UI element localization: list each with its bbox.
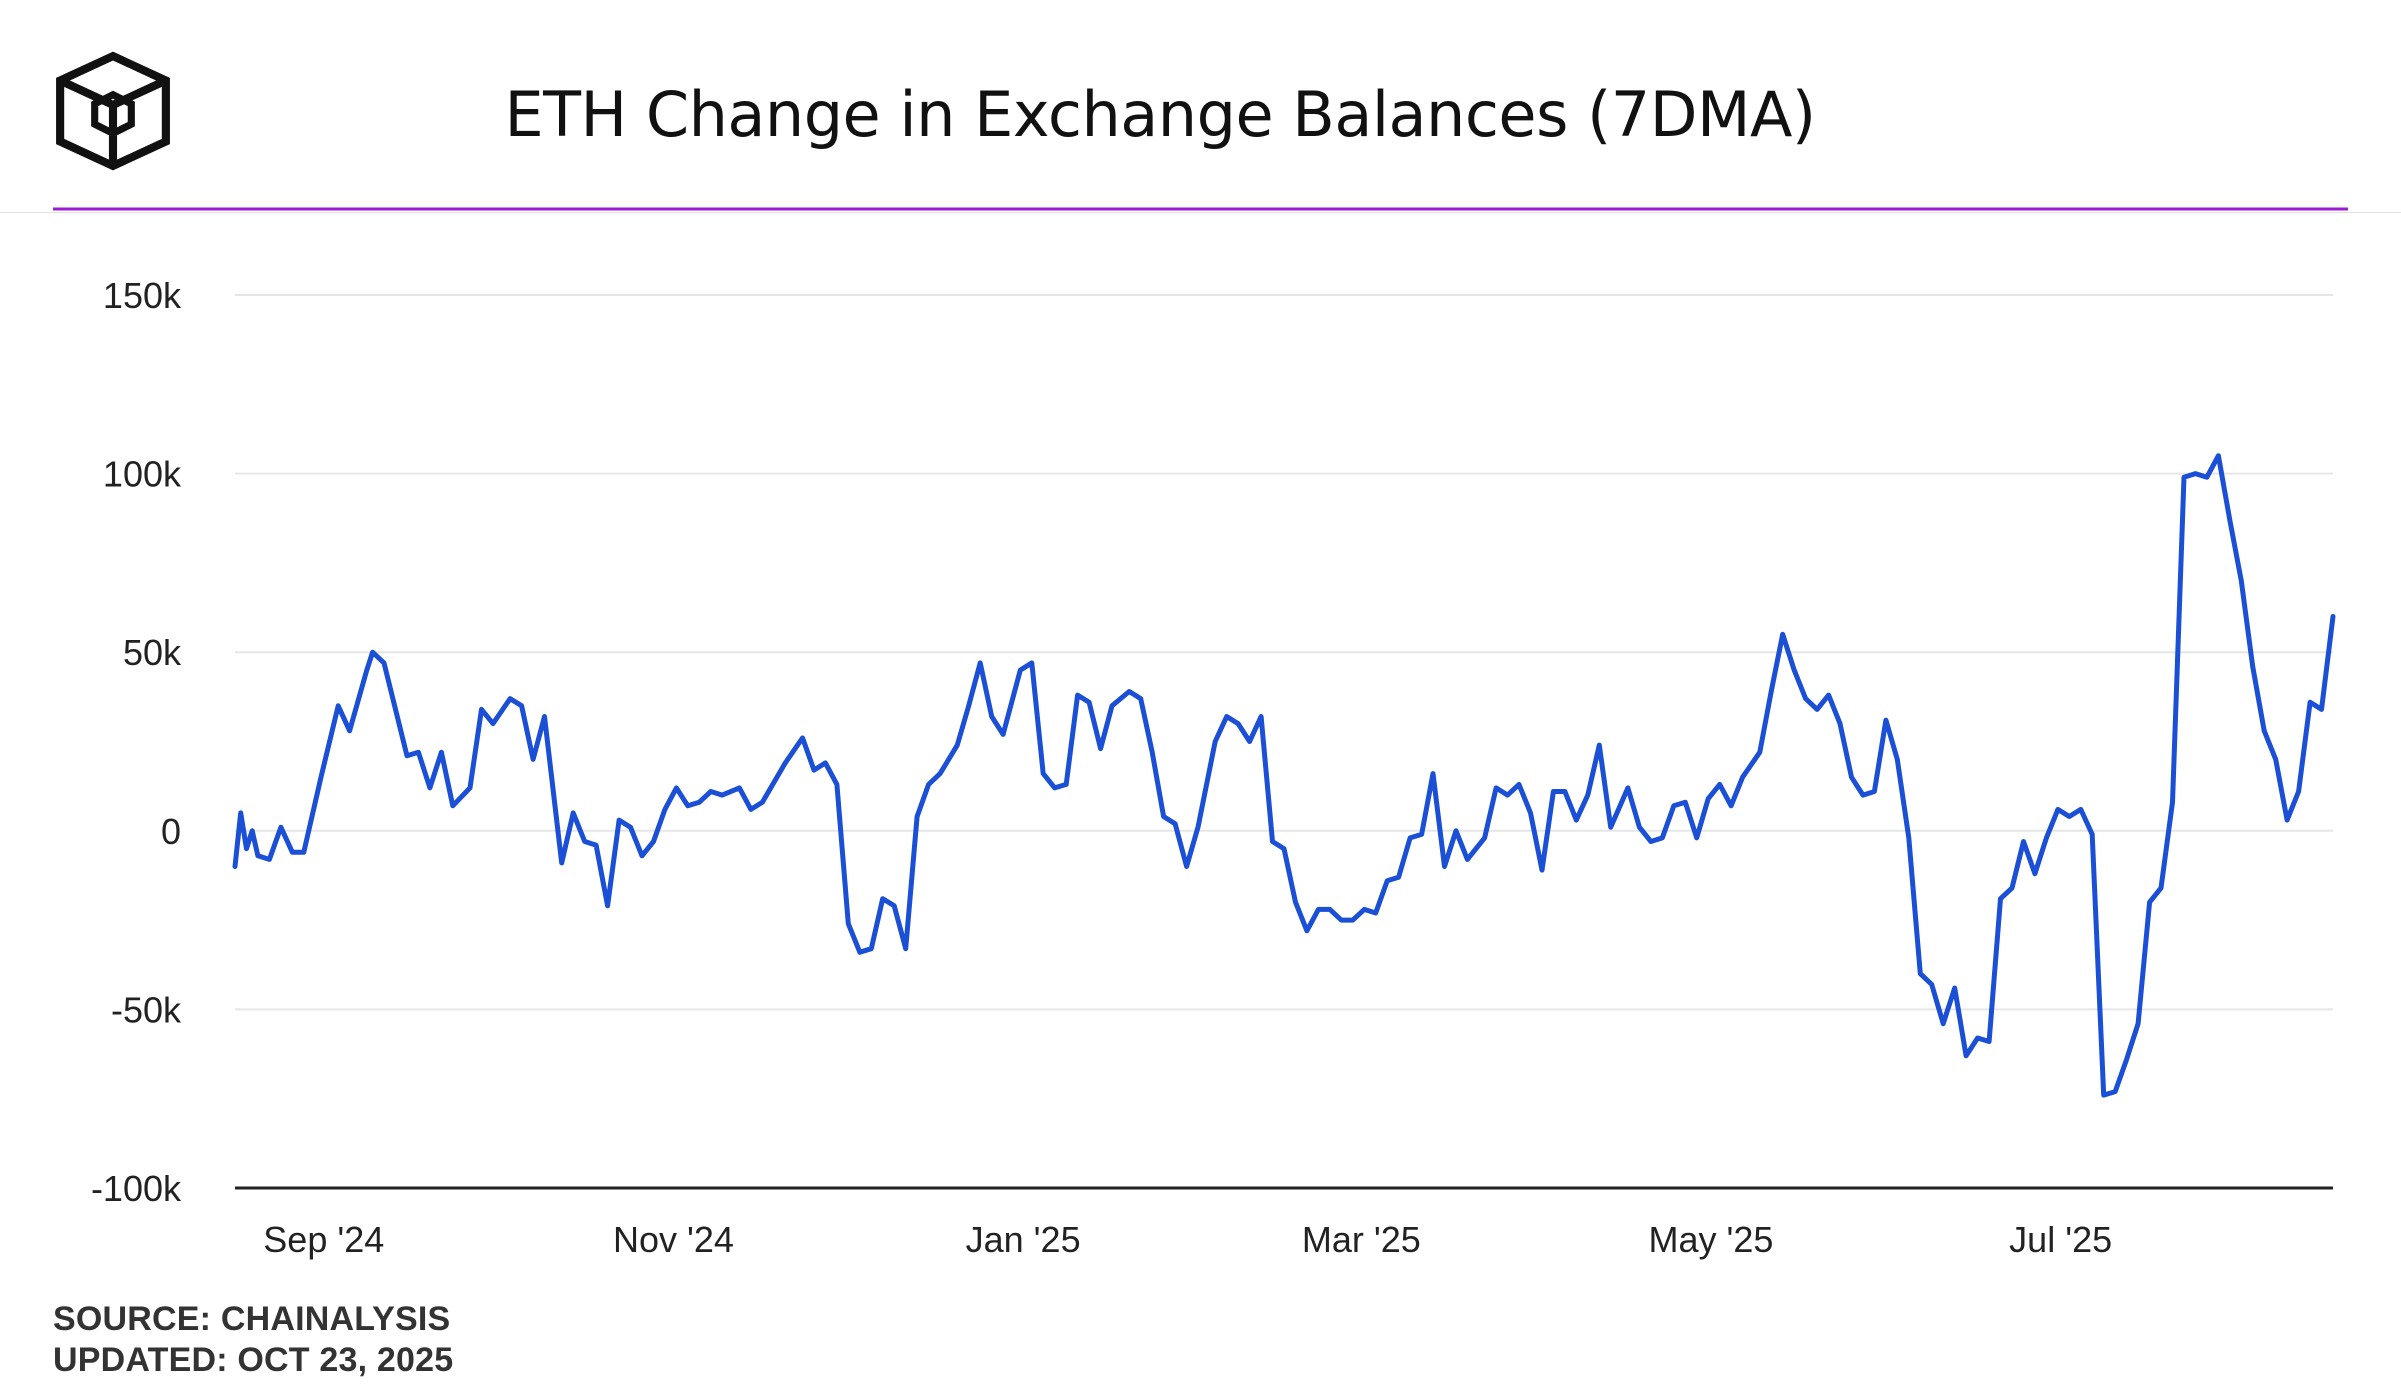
y-tick-label: 150k	[103, 275, 182, 316]
x-tick-label: Jul '25	[2009, 1219, 2112, 1260]
chart-title: ETH Change in Exchange Balances (7DMA)	[504, 78, 1816, 151]
cube-logo-icon	[56, 51, 170, 171]
x-tick-label: May '25	[1649, 1219, 1774, 1260]
x-tick-label: Jan '25	[966, 1219, 1081, 1260]
updated-note: UPDATED: OCT 23, 2025	[53, 1341, 454, 1379]
header-divider	[0, 212, 2401, 213]
source-note: SOURCE: CHAINALYSIS	[53, 1300, 451, 1338]
y-tick-label: -50k	[111, 989, 182, 1030]
y-tick-label: 0	[161, 811, 181, 852]
x-tick-label: Sep '24	[263, 1219, 384, 1260]
x-tick-label: Nov '24	[613, 1219, 734, 1260]
y-tick-label: 50k	[123, 632, 182, 673]
x-tick-label: Mar '25	[1302, 1219, 1421, 1260]
y-tick-label: 100k	[103, 454, 182, 495]
y-tick-label: -100k	[91, 1168, 182, 1209]
series-line	[232, 453, 2336, 1098]
